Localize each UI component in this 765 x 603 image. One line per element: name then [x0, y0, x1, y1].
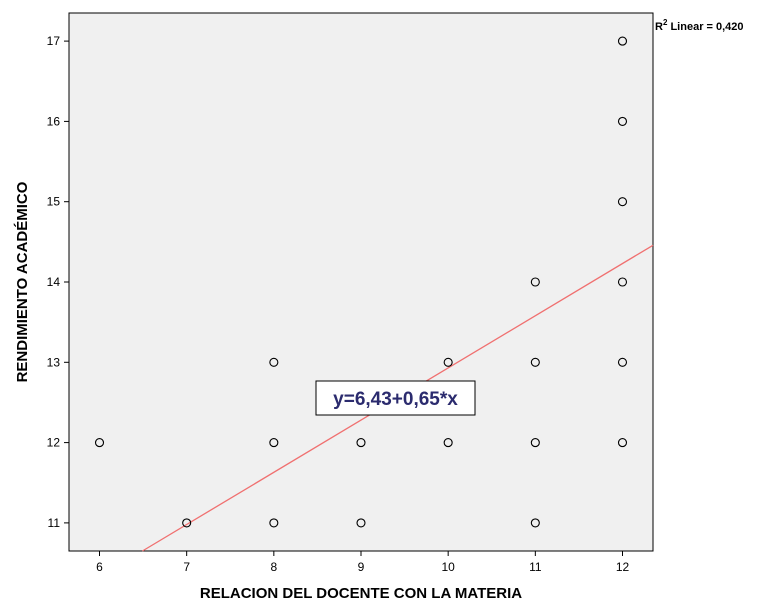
x-tick-label: 9 [358, 560, 365, 574]
data-point [356, 438, 366, 448]
equation-text: y=6,43+0,65*x [333, 389, 458, 410]
data-point [94, 438, 105, 448]
r2-label: R2 Linear = 0,420 [655, 18, 744, 33]
data-point [617, 116, 628, 126]
r2-superscript: 2 [663, 18, 668, 27]
x-axis-title: RELACION DEL DOCENTE CON LA MATERIA [200, 585, 522, 602]
x-tick-label: 12 [616, 560, 630, 574]
data-point [530, 518, 540, 528]
x-tick-label: 10 [441, 560, 455, 574]
equation-label: y=6,43+0,65*x [315, 380, 476, 416]
y-tick-label: 13 [47, 355, 61, 369]
data-point [617, 438, 628, 448]
data-point [269, 438, 279, 448]
r2-letter: R [655, 21, 663, 33]
data-point [617, 36, 628, 46]
r2-value: Linear = 0,420 [667, 21, 743, 33]
y-tick-label: 15 [47, 195, 61, 209]
x-axis: 6 7 8 9 10 11 12 [96, 551, 629, 574]
x-tick-label: 11 [529, 560, 542, 574]
y-tick-label: 14 [47, 275, 61, 289]
y-tick-label: 11 [48, 516, 61, 530]
data-point [269, 357, 279, 367]
plot-area [68, 12, 654, 552]
equation-box [315, 380, 476, 416]
data-point [617, 357, 628, 367]
data-points [94, 36, 628, 528]
data-point [530, 438, 540, 448]
data-point [269, 518, 279, 528]
data-point [530, 277, 540, 287]
y-axis: 11 12 13 14 15 16 17 [47, 34, 69, 530]
y-tick-label: 12 [47, 436, 61, 450]
y-tick-label: 17 [47, 34, 61, 48]
data-point [617, 197, 628, 207]
data-point [443, 438, 453, 448]
data-point [530, 357, 540, 367]
x-tick-label: 6 [96, 560, 103, 574]
data-point [182, 518, 192, 528]
data-point [356, 518, 366, 528]
x-tick-label: 8 [270, 560, 277, 574]
y-axis-title: RENDIMIENTO ACADÉMICO [14, 181, 31, 382]
y-tick-label: 16 [47, 114, 61, 128]
x-tick-label: 7 [183, 560, 190, 574]
data-point [443, 357, 453, 367]
data-point [617, 277, 628, 287]
